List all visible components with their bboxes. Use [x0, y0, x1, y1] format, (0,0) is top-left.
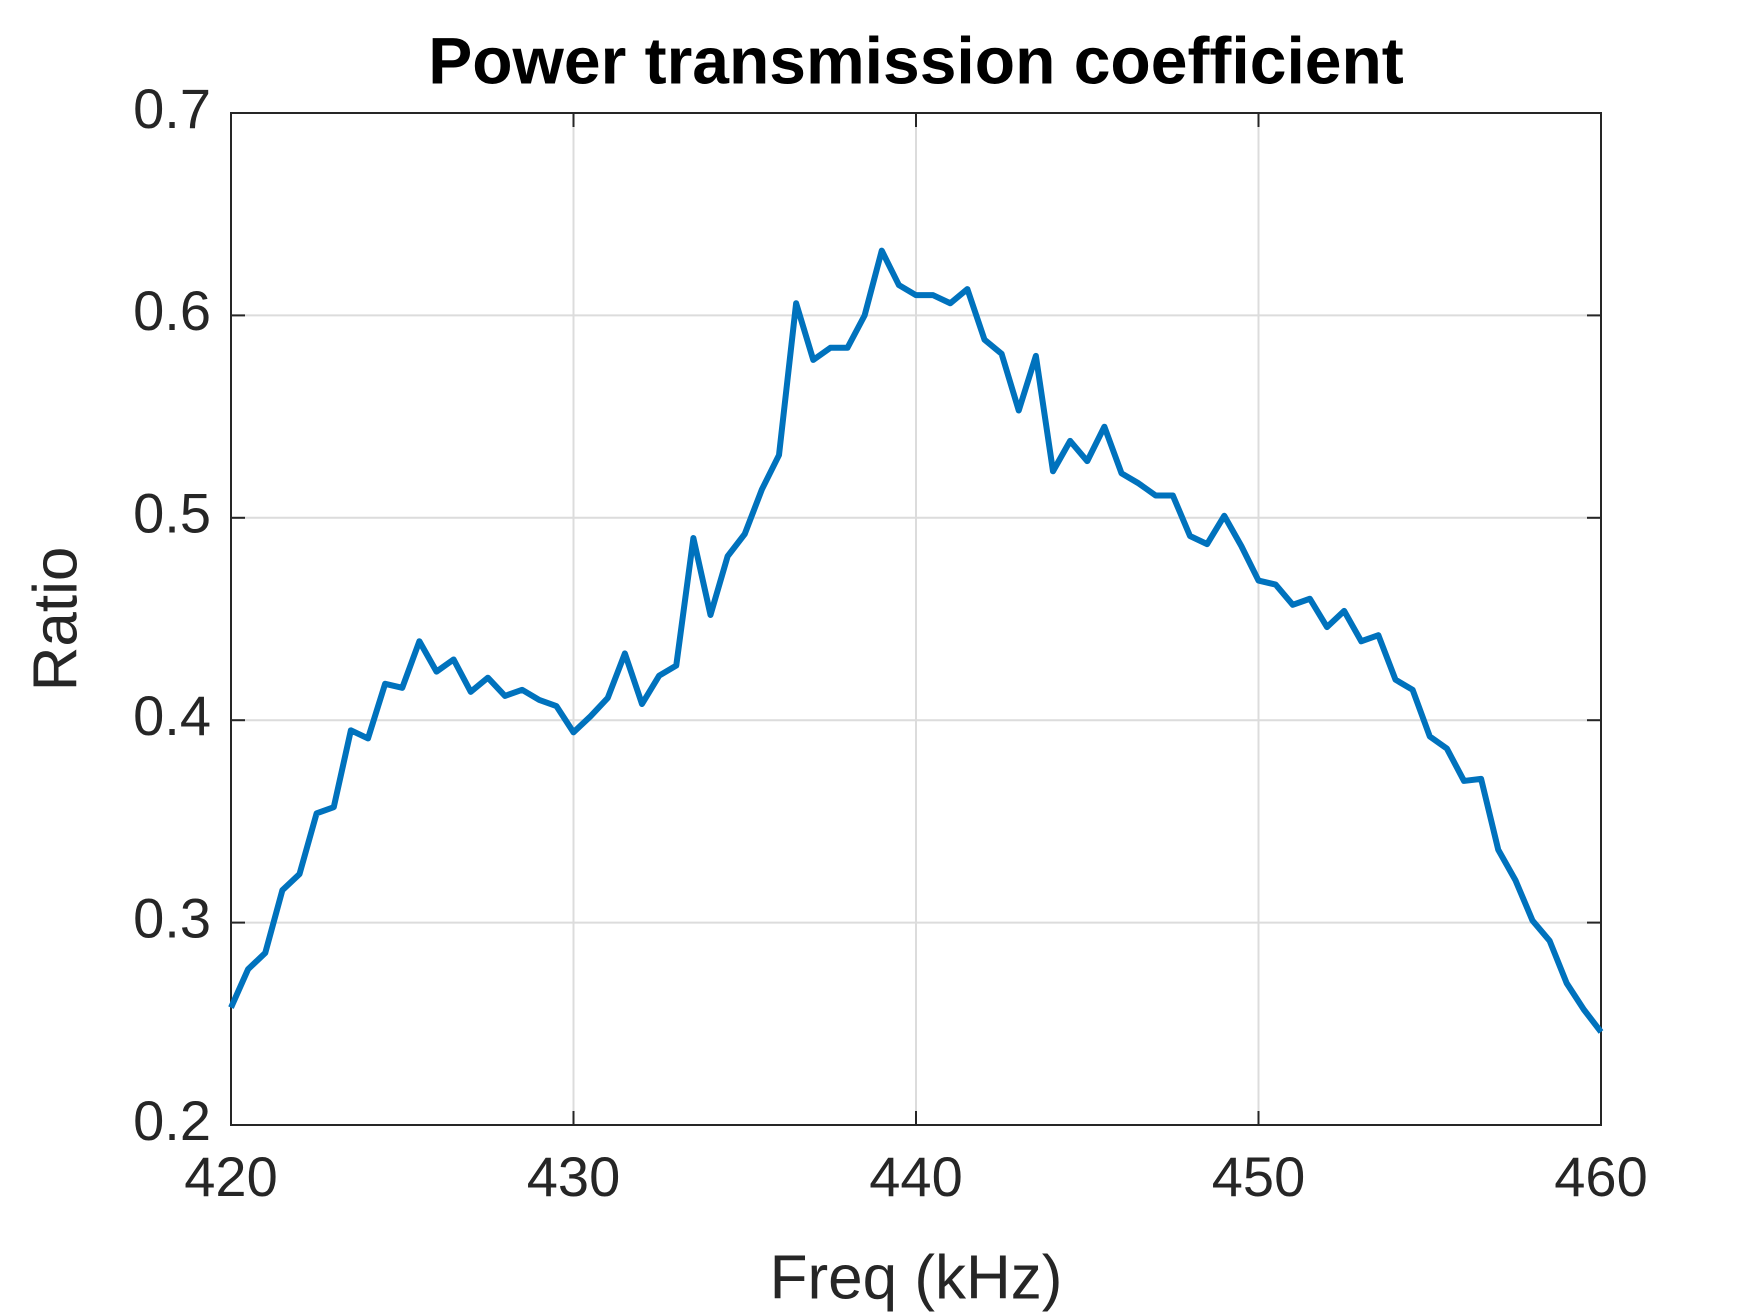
x-tick-label: 420 [184, 1145, 277, 1208]
y-tick-label: 0.6 [133, 279, 211, 342]
y-axis-label: Ratio [21, 547, 90, 692]
plot-frame [230, 112, 1602, 1126]
y-tick-label: 0.5 [133, 482, 211, 545]
x-tick-label: 460 [1554, 1145, 1647, 1208]
y-tick-label: 0.2 [133, 1089, 211, 1152]
chart-title: Power transmission coefficient [428, 23, 1404, 97]
y-tick-label: 0.4 [133, 684, 211, 747]
x-tick-label: 450 [1212, 1145, 1305, 1208]
x-axis-label: Freq (kHz) [770, 1243, 1063, 1312]
x-tick-label: 440 [869, 1145, 962, 1208]
data-line [228, 247, 1604, 1034]
y-tick-label: 0.3 [133, 886, 211, 949]
y-tick-label: 0.7 [133, 77, 211, 140]
x-tick-label: 430 [527, 1145, 620, 1208]
